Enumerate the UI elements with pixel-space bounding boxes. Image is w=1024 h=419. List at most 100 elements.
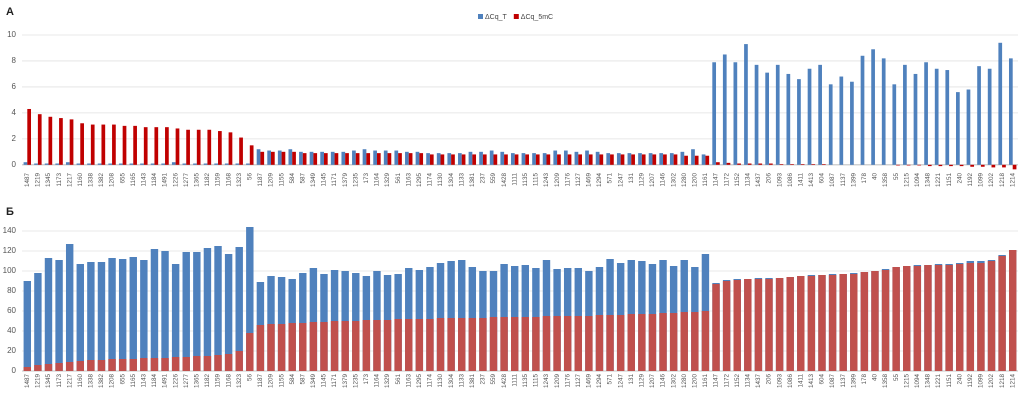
legend-swatch xyxy=(513,14,519,19)
x-tick-label: 40 xyxy=(872,173,879,181)
x-tick-label: 584 xyxy=(289,173,296,184)
bar xyxy=(514,154,519,165)
bar xyxy=(69,119,74,165)
bar xyxy=(638,314,646,371)
bar xyxy=(55,163,60,165)
bar xyxy=(34,365,42,371)
bar xyxy=(341,151,346,165)
bar xyxy=(97,163,102,165)
x-tick-label: 559 xyxy=(490,173,497,184)
bar xyxy=(398,153,402,165)
x-tick-label: 604 xyxy=(819,173,826,184)
x-tick-label: 1143 xyxy=(141,173,148,187)
bar xyxy=(150,249,159,371)
bar xyxy=(765,279,773,371)
bar xyxy=(140,260,148,371)
x-tick-label: 1094 xyxy=(914,374,921,389)
x-tick-label: 56 xyxy=(246,374,253,382)
bar xyxy=(376,153,381,165)
bar xyxy=(998,256,1006,371)
bar xyxy=(277,150,282,165)
bar xyxy=(362,320,371,371)
bar xyxy=(458,153,462,165)
bar xyxy=(627,153,632,165)
y-tick-label: 10 xyxy=(7,30,16,39)
bar xyxy=(945,265,953,371)
x-tick-label: 1143 xyxy=(141,374,148,388)
bar xyxy=(447,318,455,371)
bar xyxy=(758,163,763,165)
bar xyxy=(171,162,176,165)
x-tick-label: 1329 xyxy=(384,173,391,188)
bar xyxy=(938,164,943,167)
y-tick-label: 80 xyxy=(7,286,16,295)
bar xyxy=(828,84,833,165)
x-tick-label: 1133 xyxy=(458,173,465,187)
bar xyxy=(489,150,494,165)
x-tick-label: 1345 xyxy=(45,374,52,389)
x-tick-label: 1134 xyxy=(744,173,751,187)
x-tick-label: 1184 xyxy=(151,173,158,187)
x-tick-label: 237 xyxy=(480,374,487,385)
bar xyxy=(150,163,155,165)
bar xyxy=(701,154,706,165)
bar xyxy=(616,153,621,165)
bar xyxy=(182,163,187,165)
x-tick-label: 1174 xyxy=(427,374,434,388)
bar xyxy=(383,150,388,165)
x-tick-label: 1348 xyxy=(925,374,932,389)
bar xyxy=(733,62,738,165)
bar xyxy=(468,151,473,165)
bar xyxy=(320,322,328,371)
bar xyxy=(76,163,81,165)
bar xyxy=(775,64,780,165)
bar xyxy=(903,64,907,165)
bar xyxy=(224,354,233,371)
bar xyxy=(373,150,377,165)
x-tick-label: 1137 xyxy=(840,374,847,388)
bar xyxy=(228,132,233,165)
bar xyxy=(468,318,477,371)
bar xyxy=(299,151,303,165)
x-tick-label: 1411 xyxy=(797,374,804,388)
x-tick-label: 1349 xyxy=(310,173,317,188)
x-tick-label: 1127 xyxy=(575,173,582,187)
bar xyxy=(175,128,180,165)
bar xyxy=(288,149,293,165)
x-tick-label: 1094 xyxy=(914,173,921,188)
bar xyxy=(334,153,339,165)
x-tick-label: 1214 xyxy=(1009,374,1016,389)
x-tick-label: 1161 xyxy=(702,173,709,187)
bar xyxy=(1002,164,1006,168)
x-tick-label: 1413 xyxy=(808,374,815,389)
bar xyxy=(818,275,826,371)
x-tick-label: 1358 xyxy=(882,173,889,188)
bar xyxy=(97,262,106,371)
bar xyxy=(850,274,858,371)
x-tick-label: 1381 xyxy=(469,374,476,389)
x-tick-label: 1146 xyxy=(660,374,667,388)
x-tick-label: 1437 xyxy=(755,173,762,188)
x-tick-label: 1146 xyxy=(660,173,667,187)
bar xyxy=(631,154,635,165)
x-tick-label: 1130 xyxy=(437,374,444,388)
bar xyxy=(44,258,53,371)
bar xyxy=(648,153,653,165)
bar xyxy=(196,129,201,165)
x-tick-label: 55 xyxy=(893,173,900,181)
x-tick-label: 1247 xyxy=(617,374,624,389)
bar xyxy=(373,320,381,371)
bar xyxy=(500,151,505,165)
x-tick-label: 40 xyxy=(872,374,879,382)
bar xyxy=(281,151,286,165)
bar xyxy=(224,163,229,165)
x-tick-label: 1208 xyxy=(109,374,116,389)
bar xyxy=(239,137,243,165)
bar xyxy=(871,49,875,165)
bar xyxy=(800,164,805,165)
bar xyxy=(309,151,314,165)
bar xyxy=(440,154,445,165)
bar xyxy=(521,153,526,165)
x-tick-label: 1127 xyxy=(575,374,582,388)
x-tick-label: 587 xyxy=(299,173,306,184)
